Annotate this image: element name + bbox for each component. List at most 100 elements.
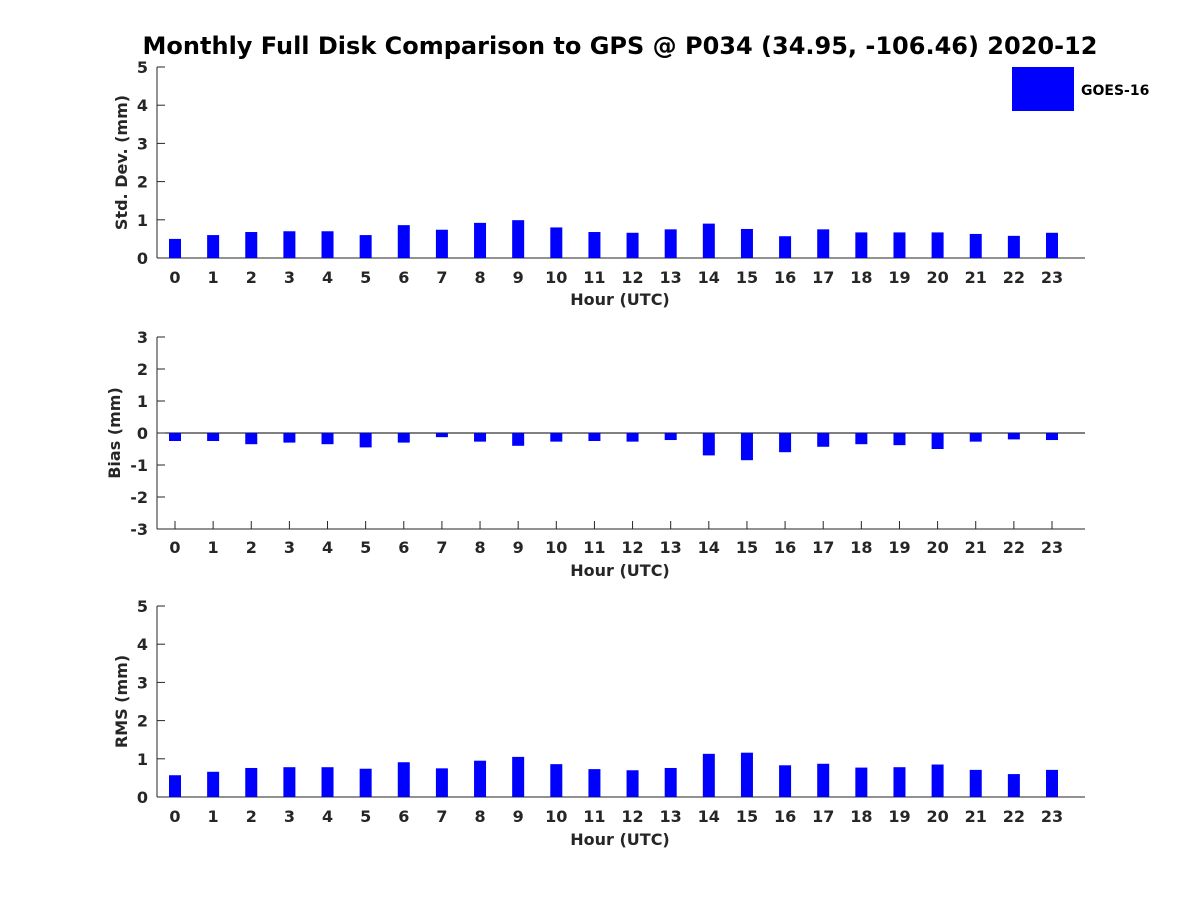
std-dev-bar-hour-13 <box>664 229 677 258</box>
std-dev-x-tick-label: 7 <box>436 268 447 287</box>
rms-bar-hour-18 <box>855 767 868 797</box>
legend-label-goes-16: GOES-16 <box>1081 83 1149 99</box>
bias-x-tick-label: 0 <box>169 538 180 557</box>
bias-bar-hour-16 <box>779 433 792 453</box>
legend-swatch-goes-16 <box>1012 67 1074 111</box>
std-dev-bar-hour-17 <box>817 229 830 258</box>
std-dev-bar-hour-4 <box>321 231 334 258</box>
bias-bar-hour-12 <box>626 433 639 442</box>
rms-bar-hour-4 <box>321 767 334 797</box>
std-dev-x-tick-label: 2 <box>246 268 257 287</box>
std-dev-x-tick-label: 23 <box>1041 268 1063 287</box>
bias-x-tick-label: 16 <box>774 538 796 557</box>
bias-bar-hour-17 <box>817 433 830 447</box>
rms-y-tick-label: 3 <box>137 673 148 692</box>
rms-x-tick-label: 7 <box>436 807 447 826</box>
std-dev-x-tick-label: 10 <box>545 268 567 287</box>
rms-bar-hour-16 <box>779 765 792 797</box>
bias-bar-hour-1 <box>207 433 220 441</box>
bias-x-tick-label: 23 <box>1041 538 1063 557</box>
std-dev-bar-hour-6 <box>397 225 410 258</box>
bias-x-tick-label: 9 <box>513 538 524 557</box>
std-dev-x-tick-label: 19 <box>888 268 910 287</box>
rms-x-axis-label: Hour (UTC) <box>570 830 670 849</box>
bias-bar-hour-21 <box>969 433 982 442</box>
std-dev-y-tick-label: 2 <box>137 173 148 192</box>
bias-x-tick-label: 18 <box>850 538 872 557</box>
bias-bar-hour-6 <box>397 433 410 443</box>
bias-x-tick-label: 5 <box>360 538 371 557</box>
std-dev-x-tick-label: 11 <box>583 268 605 287</box>
bias-x-tick-label: 12 <box>621 538 643 557</box>
rms-x-tick-label: 9 <box>513 807 524 826</box>
std-dev-y-tick-label: 3 <box>137 134 148 153</box>
bias-y-axis-label: Bias (mm) <box>105 387 124 479</box>
bias-bar-hour-10 <box>550 433 563 442</box>
std-dev-y-tick-label: 4 <box>137 96 148 115</box>
rms-x-tick-label: 20 <box>926 807 948 826</box>
rms-bar-hour-19 <box>893 767 906 797</box>
bias-bar-hour-5 <box>359 433 372 448</box>
std-dev-bar-hour-10 <box>550 227 563 258</box>
bias-bar-hour-9 <box>512 433 525 446</box>
rms-x-tick-label: 8 <box>474 807 485 826</box>
std-dev-y-tick-label: 5 <box>137 58 148 77</box>
bias-x-tick-label: 15 <box>736 538 758 557</box>
std-dev-bar-hour-11 <box>588 232 601 258</box>
rms-y-tick-label: 4 <box>137 635 148 654</box>
bias-y-tick-label: 1 <box>137 392 148 411</box>
rms-bar-hour-10 <box>550 764 563 797</box>
rms-x-tick-label: 3 <box>284 807 295 826</box>
std-dev-bar-hour-12 <box>626 232 639 258</box>
std-dev-bar-hour-20 <box>931 232 944 258</box>
std-dev-x-tick-label: 13 <box>660 268 682 287</box>
std-dev-x-tick-label: 8 <box>474 268 485 287</box>
rms-bar-hour-2 <box>245 767 258 797</box>
rms-y-tick-label: 5 <box>137 597 148 616</box>
chart-title: Monthly Full Disk Comparison to GPS @ P0… <box>143 32 1098 60</box>
rms-bar-hour-7 <box>435 768 448 797</box>
rms-bar-hour-22 <box>1007 774 1020 797</box>
bias-x-tick-label: 10 <box>545 538 567 557</box>
std-dev-x-tick-label: 18 <box>850 268 872 287</box>
bias-bar-hour-19 <box>893 433 906 446</box>
std-dev-bar-hour-22 <box>1007 235 1020 258</box>
bias-y-tick-label: -3 <box>130 520 148 539</box>
bias-x-tick-label: 17 <box>812 538 834 557</box>
std-dev-x-tick-label: 15 <box>736 268 758 287</box>
rms-bar-hour-5 <box>359 768 372 797</box>
rms-x-tick-label: 2 <box>246 807 257 826</box>
bias-y-tick-label: 2 <box>137 360 148 379</box>
std-dev-bar-hour-21 <box>969 233 982 258</box>
bias-x-tick-label: 14 <box>698 538 720 557</box>
legend: GOES-16 <box>1012 67 1149 111</box>
bias-x-tick-label: 2 <box>246 538 257 557</box>
std-dev-x-tick-label: 1 <box>208 268 219 287</box>
rms-bar-hour-13 <box>664 767 677 797</box>
rms-bar-hour-3 <box>283 767 296 797</box>
std-dev-x-tick-label: 4 <box>322 268 333 287</box>
rms-x-tick-label: 12 <box>621 807 643 826</box>
rms-bar-hour-23 <box>1045 769 1058 797</box>
std-dev-x-tick-label: 0 <box>169 268 180 287</box>
bias-bar-hour-2 <box>245 433 258 445</box>
bias-bar-hour-11 <box>588 433 601 441</box>
rms-bar-hour-11 <box>588 769 601 797</box>
std-dev-bar-hour-23 <box>1045 232 1058 258</box>
rms-y-tick-label: 1 <box>137 750 148 769</box>
rms-y-tick-label: 0 <box>137 788 148 807</box>
rms-bar-hour-14 <box>702 753 715 797</box>
bias-bar-hour-0 <box>169 433 181 441</box>
rms-x-tick-label: 10 <box>545 807 567 826</box>
rms-bar-hour-12 <box>626 770 639 797</box>
bias-bar-hour-8 <box>474 433 487 442</box>
std-dev-x-tick-label: 20 <box>926 268 948 287</box>
rms-x-tick-label: 16 <box>774 807 796 826</box>
bias-y-tick-label: -1 <box>130 456 148 475</box>
std-dev-x-axis-label: Hour (UTC) <box>570 290 670 309</box>
bias-x-tick-label: 22 <box>1003 538 1025 557</box>
std-dev-bar-hour-7 <box>435 229 448 258</box>
